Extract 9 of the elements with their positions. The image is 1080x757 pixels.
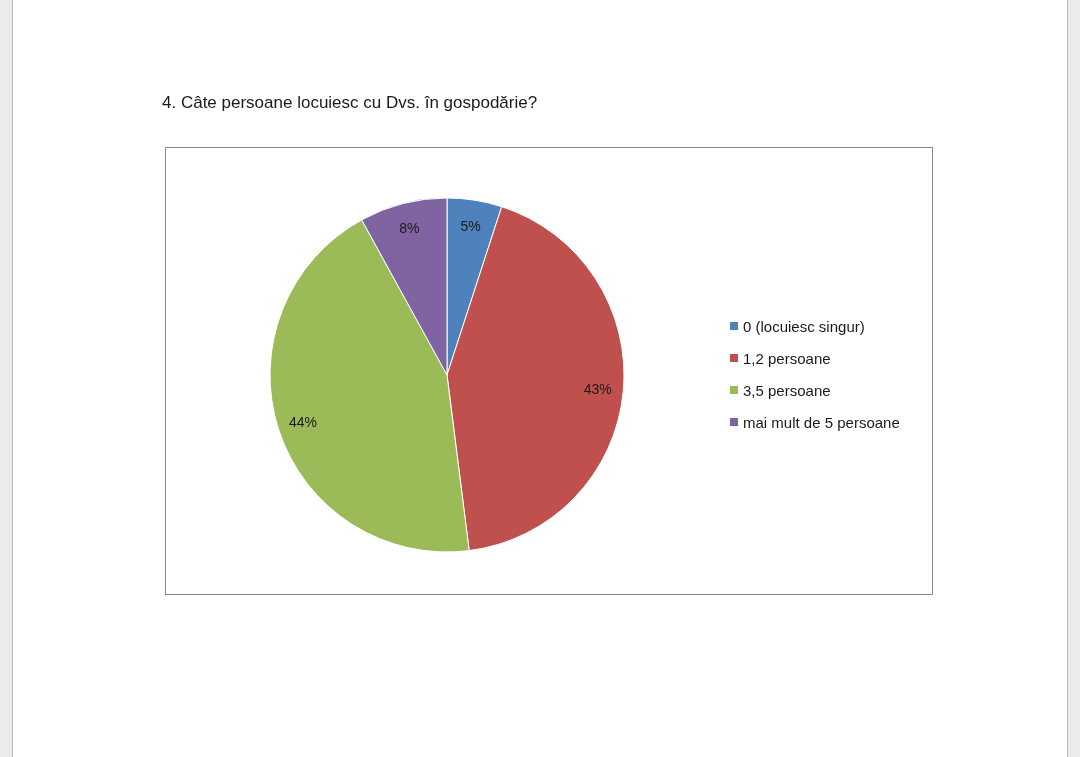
legend-label: mai mult de 5 persoane xyxy=(743,413,900,431)
data-label: 5% xyxy=(460,217,481,234)
legend-label: 0 (locuiesc singur) xyxy=(743,317,865,335)
data-label: 43% xyxy=(583,381,612,398)
data-label: 8% xyxy=(399,220,420,237)
chart-title: 4. Câte persoane locuiesc cu Dvs. în gospodărie? xyxy=(162,93,538,113)
legend-label: 1,2 persoane xyxy=(743,349,831,367)
legend-label: 3,5 persoane xyxy=(743,381,831,399)
data-label: 44% xyxy=(289,413,318,430)
